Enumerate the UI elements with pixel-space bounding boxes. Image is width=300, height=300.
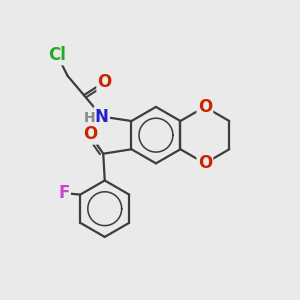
Text: N: N xyxy=(95,108,109,126)
Text: O: O xyxy=(98,73,112,91)
Text: F: F xyxy=(58,184,70,202)
Text: O: O xyxy=(198,154,212,172)
Text: Cl: Cl xyxy=(48,46,66,64)
Text: H: H xyxy=(83,111,95,125)
Text: O: O xyxy=(198,98,212,116)
Text: O: O xyxy=(83,125,97,143)
